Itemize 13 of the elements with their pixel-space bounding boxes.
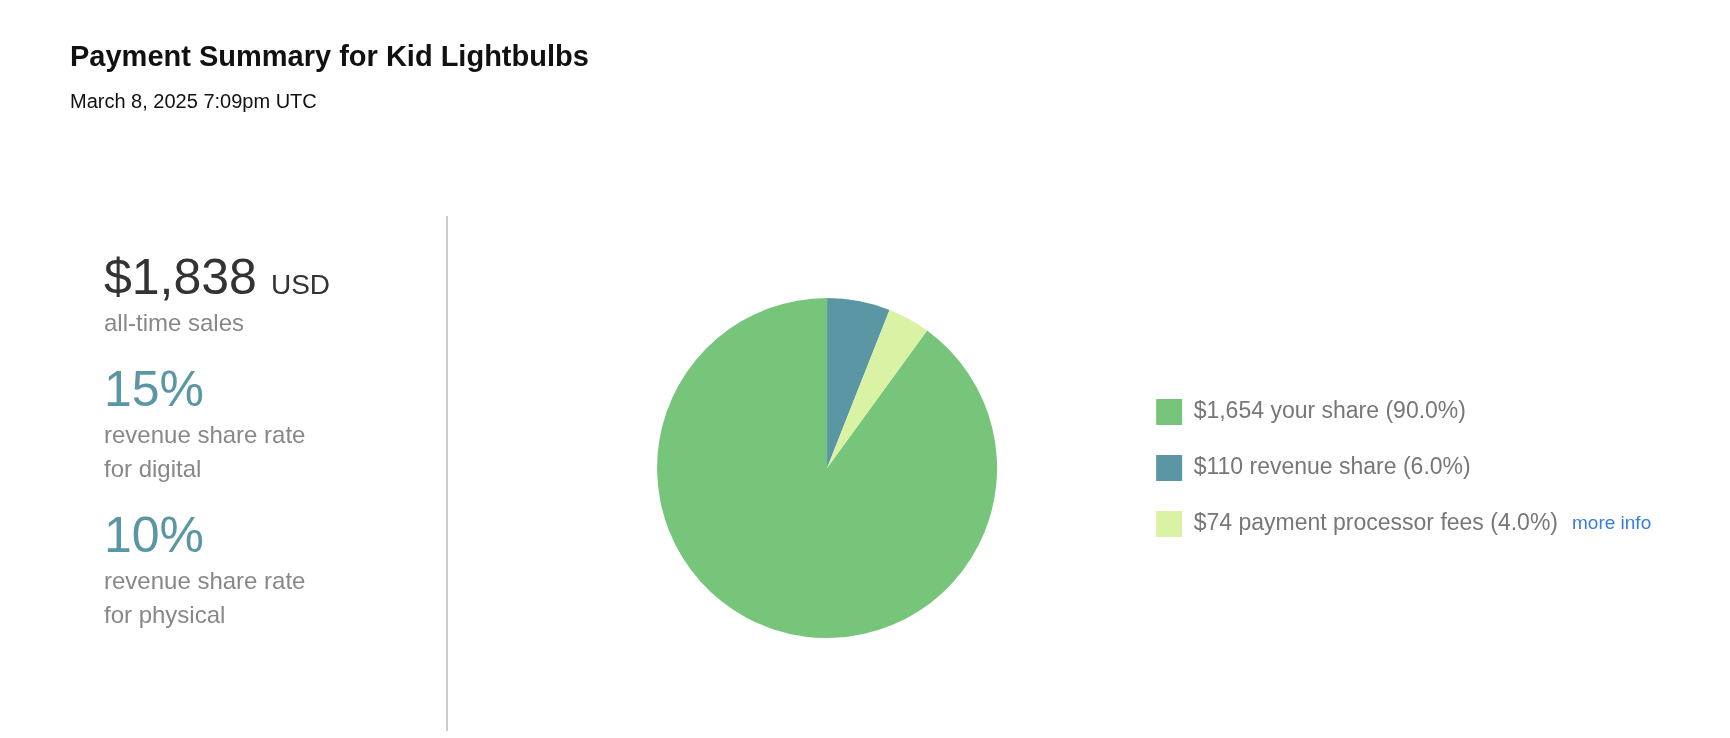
text: 15% <box>104 361 205 417</box>
text: USD <box>270 269 331 300</box>
legend-label: $74 payment processor fees (4.0%) <box>1193 509 1559 536</box>
legend-label: $110 revenue share (6.0%) <box>1193 453 1471 480</box>
text: revenue share rate for physical <box>104 566 307 630</box>
text: March 8, 2025 7:09pm UTC <box>70 90 317 113</box>
text: $1,838 <box>104 249 257 305</box>
legend-label: $1,654 your share (90.0%) <box>1193 397 1466 424</box>
text: Payment Summary for Kid Lightbulbs <box>70 40 589 73</box>
text: more info <box>1572 512 1652 534</box>
text: revenue share rate for digital <box>104 420 307 484</box>
text: 10% <box>104 507 205 563</box>
text: all-time sales <box>104 308 246 338</box>
